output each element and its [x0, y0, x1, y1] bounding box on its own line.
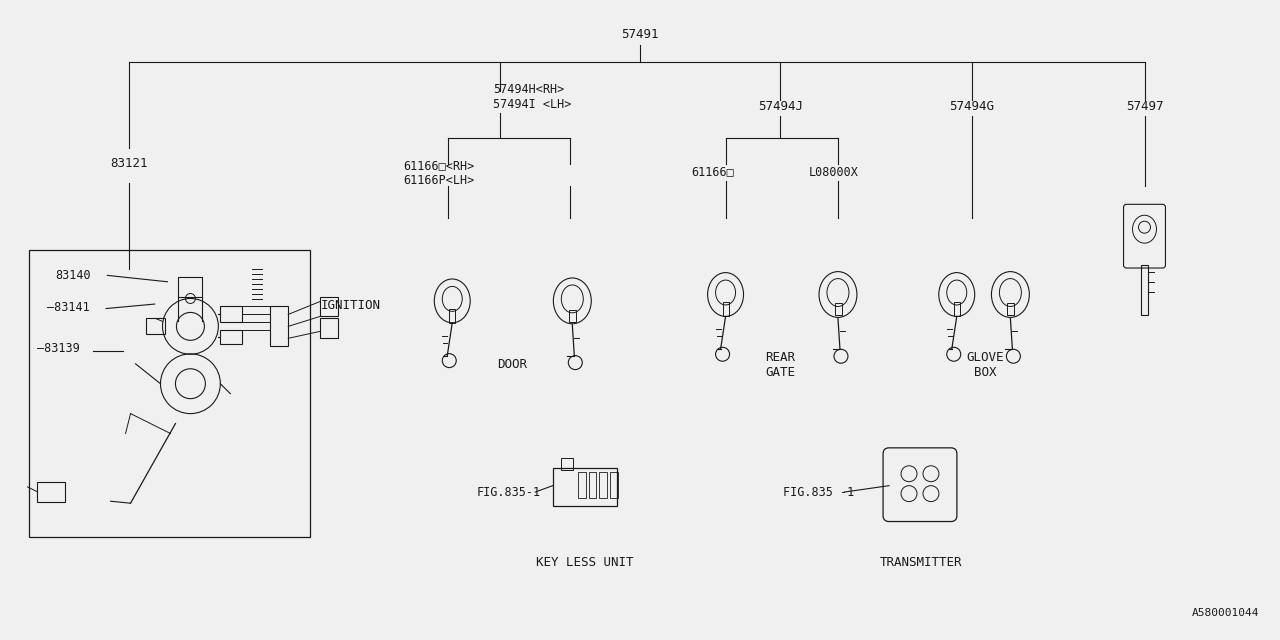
Bar	[320, 296, 338, 316]
Bar	[589, 472, 596, 498]
Text: KEY LESS UNIT: KEY LESS UNIT	[536, 556, 634, 569]
Text: TRANSMITTER: TRANSMITTER	[879, 556, 963, 569]
Bar	[320, 319, 338, 339]
Text: 57494J: 57494J	[758, 100, 803, 113]
Text: 57491: 57491	[621, 28, 659, 41]
Bar	[611, 472, 618, 498]
Text: 61166□<RH>
61166P<LH>: 61166□<RH> 61166P<LH>	[403, 159, 475, 188]
Bar	[835, 303, 842, 316]
Bar	[449, 309, 456, 323]
Bar	[561, 458, 572, 470]
Text: 61166□: 61166□	[691, 166, 733, 179]
Text: 83121: 83121	[110, 157, 148, 170]
Text: IGNITION: IGNITION	[321, 300, 380, 312]
Text: FIG.835 -1: FIG.835 -1	[783, 486, 854, 499]
Text: GLOVE
BOX: GLOVE BOX	[966, 351, 1004, 379]
Bar	[220, 307, 242, 323]
Bar	[1007, 303, 1014, 316]
Text: REAR
GATE: REAR GATE	[765, 351, 795, 379]
Text: 57494G: 57494G	[950, 100, 995, 113]
Bar	[553, 468, 617, 506]
Text: FIG.835-1: FIG.835-1	[476, 486, 540, 499]
Text: 83140: 83140	[55, 269, 91, 282]
Bar	[1140, 265, 1148, 315]
Bar	[599, 472, 608, 498]
Text: DOOR: DOOR	[497, 358, 527, 371]
Text: 57494H<RH>
57494I <LH>: 57494H<RH> 57494I <LH>	[493, 83, 571, 111]
Bar	[723, 303, 728, 316]
Bar	[178, 276, 202, 296]
Bar	[270, 307, 288, 346]
Bar	[220, 330, 242, 344]
Bar	[146, 319, 165, 334]
Bar	[29, 250, 311, 537]
Bar	[570, 310, 576, 322]
Text: 57497: 57497	[1125, 100, 1164, 113]
Bar	[577, 472, 585, 498]
Bar	[37, 482, 65, 502]
Text: —83141: —83141	[47, 301, 90, 314]
Text: A580001044: A580001044	[1192, 608, 1260, 618]
Bar	[954, 303, 960, 316]
Text: L08000X: L08000X	[809, 166, 859, 179]
Text: —83139: —83139	[37, 342, 79, 355]
